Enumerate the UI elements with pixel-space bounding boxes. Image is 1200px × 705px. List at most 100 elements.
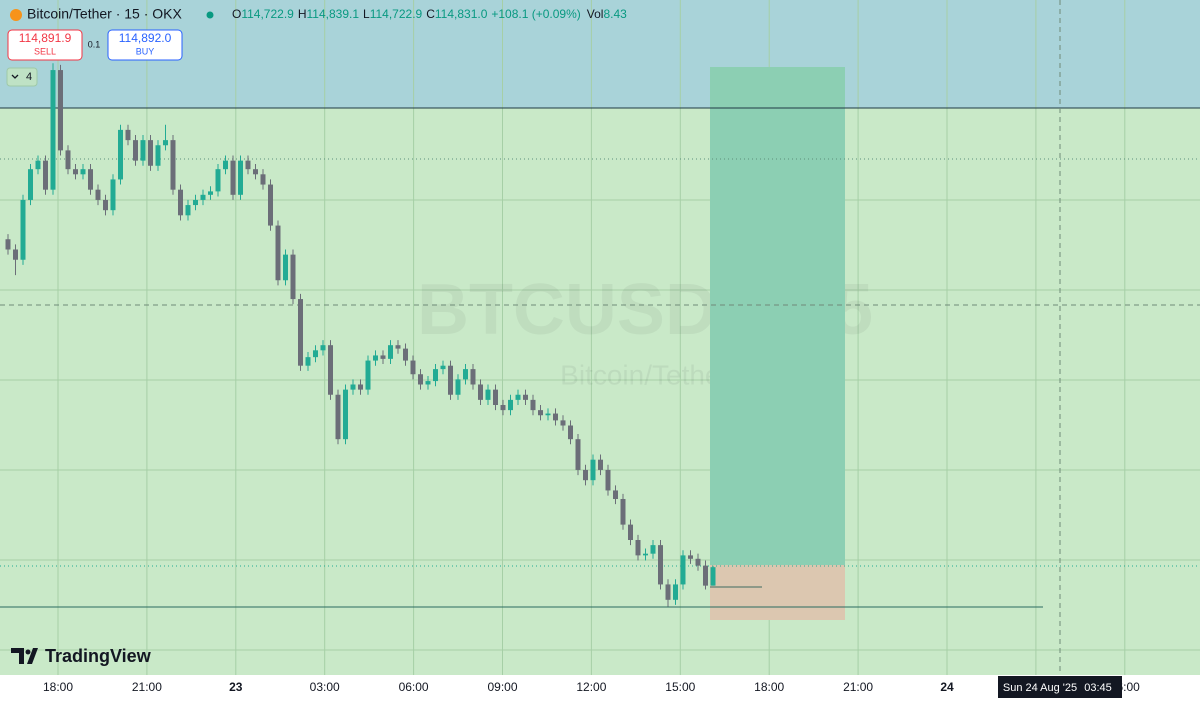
candle-body bbox=[65, 150, 71, 170]
candle-body bbox=[590, 459, 596, 481]
crosshair-time-box bbox=[998, 676, 1122, 698]
candle-body bbox=[463, 369, 468, 380]
c-label: C bbox=[426, 7, 435, 21]
candle-body bbox=[523, 394, 528, 400]
time-label: 15:00 bbox=[665, 680, 695, 694]
candle-body bbox=[605, 469, 611, 491]
candle-body bbox=[710, 567, 716, 586]
candle-body bbox=[560, 420, 566, 426]
candle-body bbox=[118, 129, 123, 180]
candle-body bbox=[5, 239, 11, 250]
candle-body bbox=[433, 369, 438, 382]
grid bbox=[0, 199, 1200, 651]
candle-body bbox=[215, 169, 221, 192]
candle-body bbox=[200, 194, 206, 200]
candle-body bbox=[688, 555, 693, 559]
candle-body bbox=[628, 524, 633, 540]
candle-body bbox=[230, 160, 236, 195]
candle-body bbox=[110, 179, 116, 211]
candle-body bbox=[380, 355, 386, 359]
candle-body bbox=[268, 184, 273, 226]
candle-body bbox=[43, 160, 48, 190]
candle-body bbox=[148, 140, 153, 166]
candle-body bbox=[500, 405, 506, 411]
candle-body bbox=[695, 558, 701, 566]
candle-body bbox=[613, 490, 618, 499]
sell-price: 114,891.9 bbox=[19, 31, 72, 45]
time-label: 23 bbox=[229, 680, 243, 694]
logo-dot bbox=[25, 649, 31, 655]
candle-body bbox=[515, 394, 521, 400]
candle-body bbox=[403, 348, 408, 361]
h-value: 114,839.1 bbox=[307, 7, 360, 21]
o-value: 114,722.9 bbox=[241, 7, 294, 21]
candle-body bbox=[418, 374, 423, 385]
sell-label: SELL bbox=[34, 46, 56, 56]
candle-body bbox=[358, 384, 363, 390]
candle-body bbox=[635, 540, 641, 556]
candle-body bbox=[320, 345, 326, 351]
sell-button[interactable] bbox=[7, 29, 83, 61]
candle-body bbox=[530, 399, 536, 411]
buy-button[interactable] bbox=[107, 29, 183, 61]
candle-body bbox=[73, 169, 78, 175]
candle-body bbox=[50, 70, 56, 190]
candle-body bbox=[538, 410, 543, 416]
candle-body bbox=[680, 555, 686, 585]
candle-body bbox=[673, 584, 678, 600]
indicator-toggle[interactable] bbox=[6, 67, 38, 87]
candle-body bbox=[185, 205, 191, 216]
candle-body bbox=[365, 360, 371, 390]
candle-body bbox=[238, 160, 243, 195]
candle-body bbox=[583, 469, 588, 481]
vol-value: 8.43 bbox=[603, 7, 627, 21]
time-label: 24 bbox=[940, 680, 954, 694]
plot-background bbox=[0, 0, 1200, 675]
top-zone bbox=[0, 0, 1200, 108]
time-label: 21:00 bbox=[132, 680, 162, 694]
indicator-count: 4 bbox=[26, 71, 32, 83]
candle-body bbox=[20, 199, 26, 260]
logo-icon bbox=[11, 648, 38, 664]
candle-body bbox=[290, 254, 296, 300]
candle-body bbox=[253, 169, 258, 175]
l-value: 114,722.9 bbox=[370, 7, 423, 21]
candle-body bbox=[193, 199, 198, 206]
candle-body bbox=[223, 160, 228, 170]
candle-body bbox=[13, 249, 18, 260]
candle-body bbox=[425, 381, 431, 385]
candle-body bbox=[620, 498, 626, 525]
candle-body bbox=[703, 565, 708, 586]
candle-body bbox=[28, 169, 33, 200]
candle-body bbox=[373, 355, 378, 361]
candle-body bbox=[665, 584, 671, 600]
crosshair-time: 03:45 bbox=[1084, 682, 1112, 694]
candle-body bbox=[170, 140, 176, 190]
candle-body bbox=[275, 225, 281, 281]
candle-body bbox=[140, 140, 146, 161]
candle-body bbox=[125, 129, 131, 141]
candle-body bbox=[568, 425, 573, 440]
candle-body bbox=[410, 360, 416, 375]
candle-body bbox=[493, 389, 498, 405]
candle-body bbox=[260, 174, 266, 185]
candle-body bbox=[508, 399, 513, 411]
time-label: 12:00 bbox=[576, 680, 606, 694]
time-label: 18:00 bbox=[43, 680, 73, 694]
candle-body bbox=[305, 357, 311, 366]
candle-body bbox=[343, 389, 348, 440]
candle-body bbox=[650, 545, 656, 554]
candle-body bbox=[208, 191, 213, 195]
candle-body bbox=[163, 140, 168, 146]
watermark-name: Bitcoin/Tether bbox=[560, 359, 730, 390]
candle-body bbox=[575, 439, 581, 470]
profit-zone bbox=[710, 67, 845, 565]
time-label: 03:00 bbox=[310, 680, 340, 694]
symbol-icon bbox=[10, 9, 22, 21]
candle-body bbox=[245, 160, 251, 170]
time-label: 06:00 bbox=[399, 680, 429, 694]
vol-label: Vol bbox=[587, 7, 604, 21]
buy-label: BUY bbox=[136, 46, 155, 56]
candle-body bbox=[283, 254, 288, 281]
